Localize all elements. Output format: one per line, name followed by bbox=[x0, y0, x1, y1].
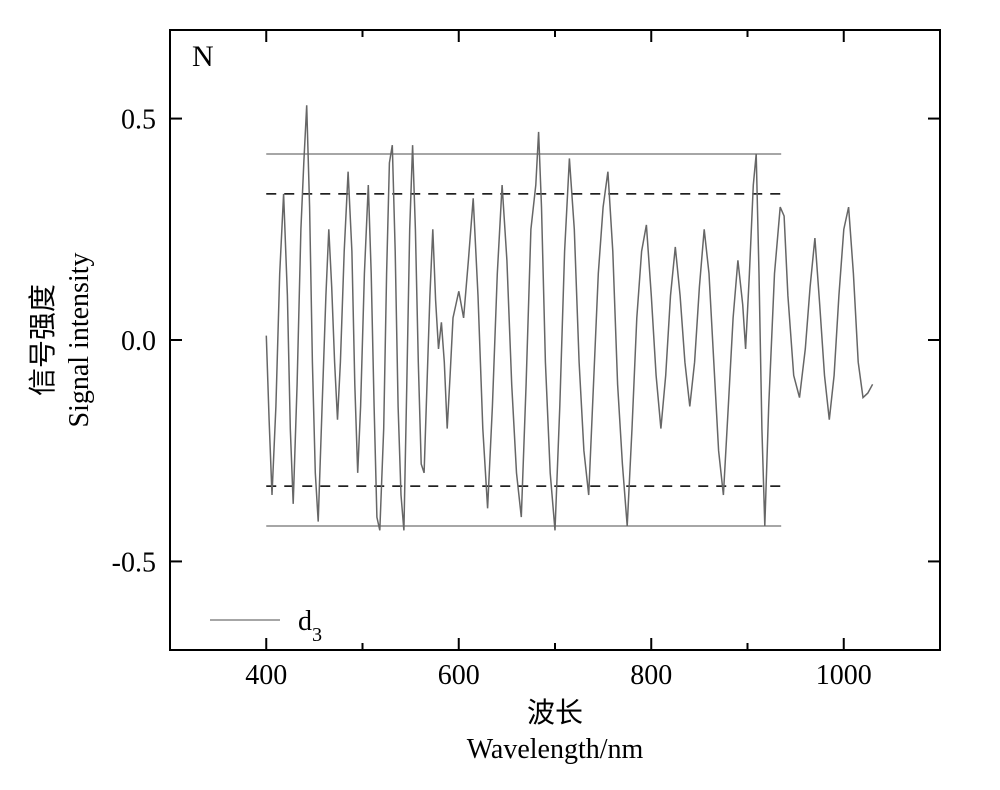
signal-line bbox=[266, 105, 872, 530]
legend-label: d3 bbox=[298, 606, 322, 646]
x-tick-label: 800 bbox=[630, 660, 672, 691]
x-axis-title-cn: 波长 bbox=[527, 697, 583, 729]
y-axis-title-cn: 信号强度 bbox=[27, 284, 59, 396]
y-tick-label: 0.5 bbox=[121, 105, 156, 136]
corner-label: N bbox=[192, 40, 214, 73]
x-tick-label: 600 bbox=[438, 660, 480, 691]
x-tick-label: 400 bbox=[245, 660, 287, 691]
x-axis-title-en: Wavelength/nm bbox=[467, 734, 644, 765]
chart-container: 400 600 800 1000 -0.5 0.0 0.5 波长 Wavelength/nm 信号… bbox=[0, 0, 1000, 790]
y-axis-title-en: Signal intensity bbox=[64, 253, 95, 428]
x-tick-label: 1000 bbox=[816, 660, 872, 691]
y-tick-label: 0.0 bbox=[121, 326, 156, 357]
signal-chart: 400 600 800 1000 -0.5 0.0 0.5 波长 Wavelength/nm 信号… bbox=[0, 0, 1000, 790]
plot-frame bbox=[170, 30, 940, 650]
y-tick-label: -0.5 bbox=[112, 547, 156, 578]
